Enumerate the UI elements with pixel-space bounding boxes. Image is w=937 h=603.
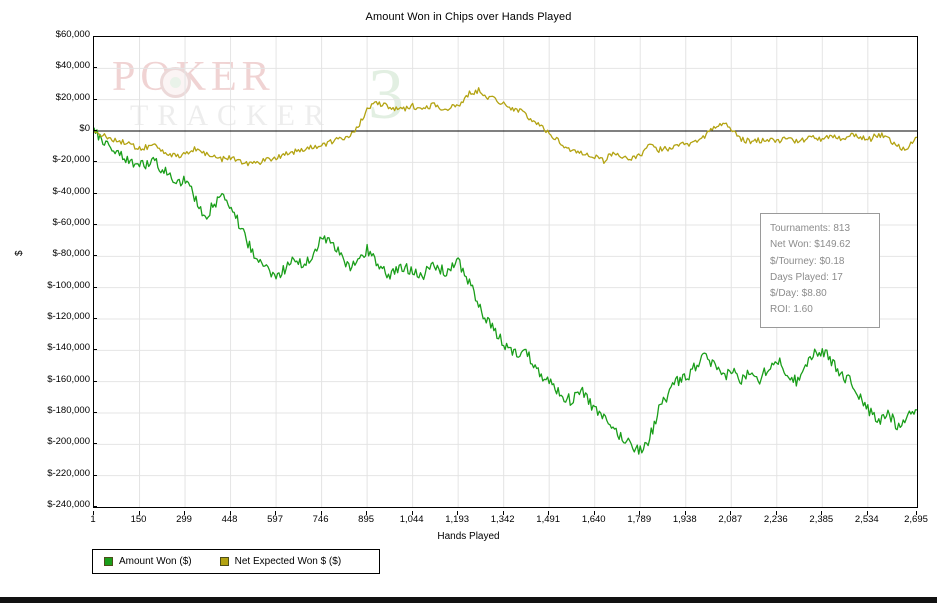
y-tick-label: $-100,000: [47, 279, 90, 291]
y-tick-label: $-220,000: [47, 467, 90, 479]
y-tick-mark: [93, 318, 97, 319]
stat-per-day: $/Day: $8.80: [770, 288, 827, 300]
x-tick-label: 746: [312, 514, 329, 525]
x-tick-label: 1,640: [581, 514, 606, 525]
y-axis-ticks: $60,000 $40,000 $20,000 $0 $-20,000 $-40,000 $…: [6, 0, 97, 603]
x-tick-mark: [866, 511, 868, 515]
x-tick-mark: [639, 511, 641, 515]
x-axis-ticks: 1 150 299 448 597 746 895 1,044 1,193 1,342 1,491 1…: [0, 511, 937, 531]
x-tick-label: 299: [176, 514, 192, 525]
y-tick-mark: [93, 255, 97, 257]
x-tick-label: 2,385: [809, 514, 834, 525]
y-tick-mark: [93, 161, 97, 163]
x-tick-label: 1: [90, 514, 96, 525]
x-tick-label: 2,087: [718, 514, 743, 525]
x-axis-title: Hands Played: [437, 531, 500, 542]
x-tick-mark: [684, 511, 686, 515]
y-tick-label: $-200,000: [47, 436, 90, 448]
x-tick-mark: [916, 511, 917, 515]
x-tick-label: 448: [221, 514, 238, 525]
x-tick-label: 2,236: [763, 514, 788, 525]
y-tick-label: $-20,000: [52, 154, 90, 166]
legend-swatch-amount-won: [104, 557, 113, 566]
y-tick-label: $20,000: [55, 91, 90, 103]
y-tick-label: $60,000: [55, 29, 90, 40]
window-bottom-bar: [0, 597, 937, 603]
x-tick-mark: [275, 511, 277, 515]
chart-title: Amount Won in Chips over Hands Played: [365, 11, 572, 23]
x-tick-mark: [593, 511, 595, 515]
x-tick-mark: [457, 511, 459, 515]
x-tick-mark: [775, 511, 777, 515]
x-tick-label: 2,695: [904, 514, 928, 525]
y-tick-mark: [93, 380, 97, 382]
y-tick-mark: [93, 67, 97, 69]
x-tick-mark: [366, 511, 368, 515]
y-tick-label: $-60,000: [52, 217, 90, 228]
x-tick-mark: [548, 511, 550, 515]
legend-label-amount-won: Amount Won ($): [119, 556, 192, 567]
y-tick-label: $-80,000: [52, 248, 90, 260]
series-line: [94, 127, 917, 455]
x-tick-mark: [821, 511, 823, 515]
y-tick-mark: [93, 506, 97, 507]
x-tick-mark: [93, 511, 94, 515]
stat-tournaments: Tournaments: 813: [770, 223, 851, 234]
y-tick-label: $-120,000: [47, 311, 90, 322]
legend-item-net-expected-won[interactable]: Net Expected Won $ ($): [219, 556, 342, 567]
x-tick-label: 1,491: [536, 514, 561, 525]
y-tick-label: $-180,000: [47, 405, 90, 416]
y-tick-mark: [93, 412, 97, 413]
x-tick-mark: [730, 511, 732, 515]
y-tick-mark: [93, 130, 97, 131]
legend-label-net-expected-won: Net Expected Won $ ($): [234, 556, 342, 567]
x-tick-mark: [502, 511, 504, 515]
x-tick-label: 1,044: [399, 514, 424, 525]
y-tick-mark: [93, 224, 97, 225]
x-tick-mark: [184, 511, 186, 515]
legend-swatch-net-expected-won: [219, 557, 229, 566]
y-tick-label: $-240,000: [47, 499, 90, 510]
stat-per-tourney: $/Tourney: $0.18: [770, 255, 845, 267]
chart-legend: Amount Won ($) Net Expected Won $ ($): [92, 549, 380, 574]
x-tick-label: 1,342: [490, 514, 515, 525]
x-tick-mark: [138, 511, 140, 515]
x-tick-label: 895: [358, 514, 375, 525]
y-tick-label: $-140,000: [47, 342, 90, 354]
y-tick-label: $40,000: [55, 60, 90, 72]
y-tick-mark: [93, 192, 97, 194]
x-tick-label: 1,938: [672, 514, 697, 525]
series-line: [94, 87, 917, 167]
y-tick-mark: [93, 349, 97, 351]
stat-days-played: Days Played: 17: [770, 271, 843, 283]
stats-summary-box: Tournaments: 813 Net Won: $149.62 $/Tour…: [760, 213, 880, 328]
legend-item-amount-won[interactable]: Amount Won ($): [104, 556, 192, 567]
y-axis-title: $: [14, 250, 25, 256]
grid-lines: [94, 37, 917, 507]
series-lines: [94, 87, 917, 455]
x-tick-mark: [411, 511, 413, 515]
y-tick-mark: [93, 474, 97, 476]
x-tick-label: 1,193: [445, 514, 470, 525]
y-tick-mark: [93, 98, 97, 100]
y-tick-label: $-160,000: [47, 373, 90, 385]
x-tick-label: 150: [130, 514, 147, 525]
x-tick-mark: [320, 511, 322, 515]
y-tick-mark: [93, 443, 97, 445]
stat-roi: ROI: 1.60: [770, 304, 813, 316]
x-tick-label: 2,534: [854, 514, 879, 525]
y-tick-mark: [93, 36, 97, 37]
x-tick-label: 1,789: [627, 514, 652, 525]
x-tick-label: 597: [267, 514, 283, 525]
x-tick-mark: [229, 511, 231, 515]
y-tick-label: $-40,000: [52, 185, 90, 197]
y-tick-label: $0: [79, 123, 90, 134]
stat-net-won: Net Won: $149.62: [770, 239, 851, 251]
y-tick-mark: [93, 286, 97, 288]
